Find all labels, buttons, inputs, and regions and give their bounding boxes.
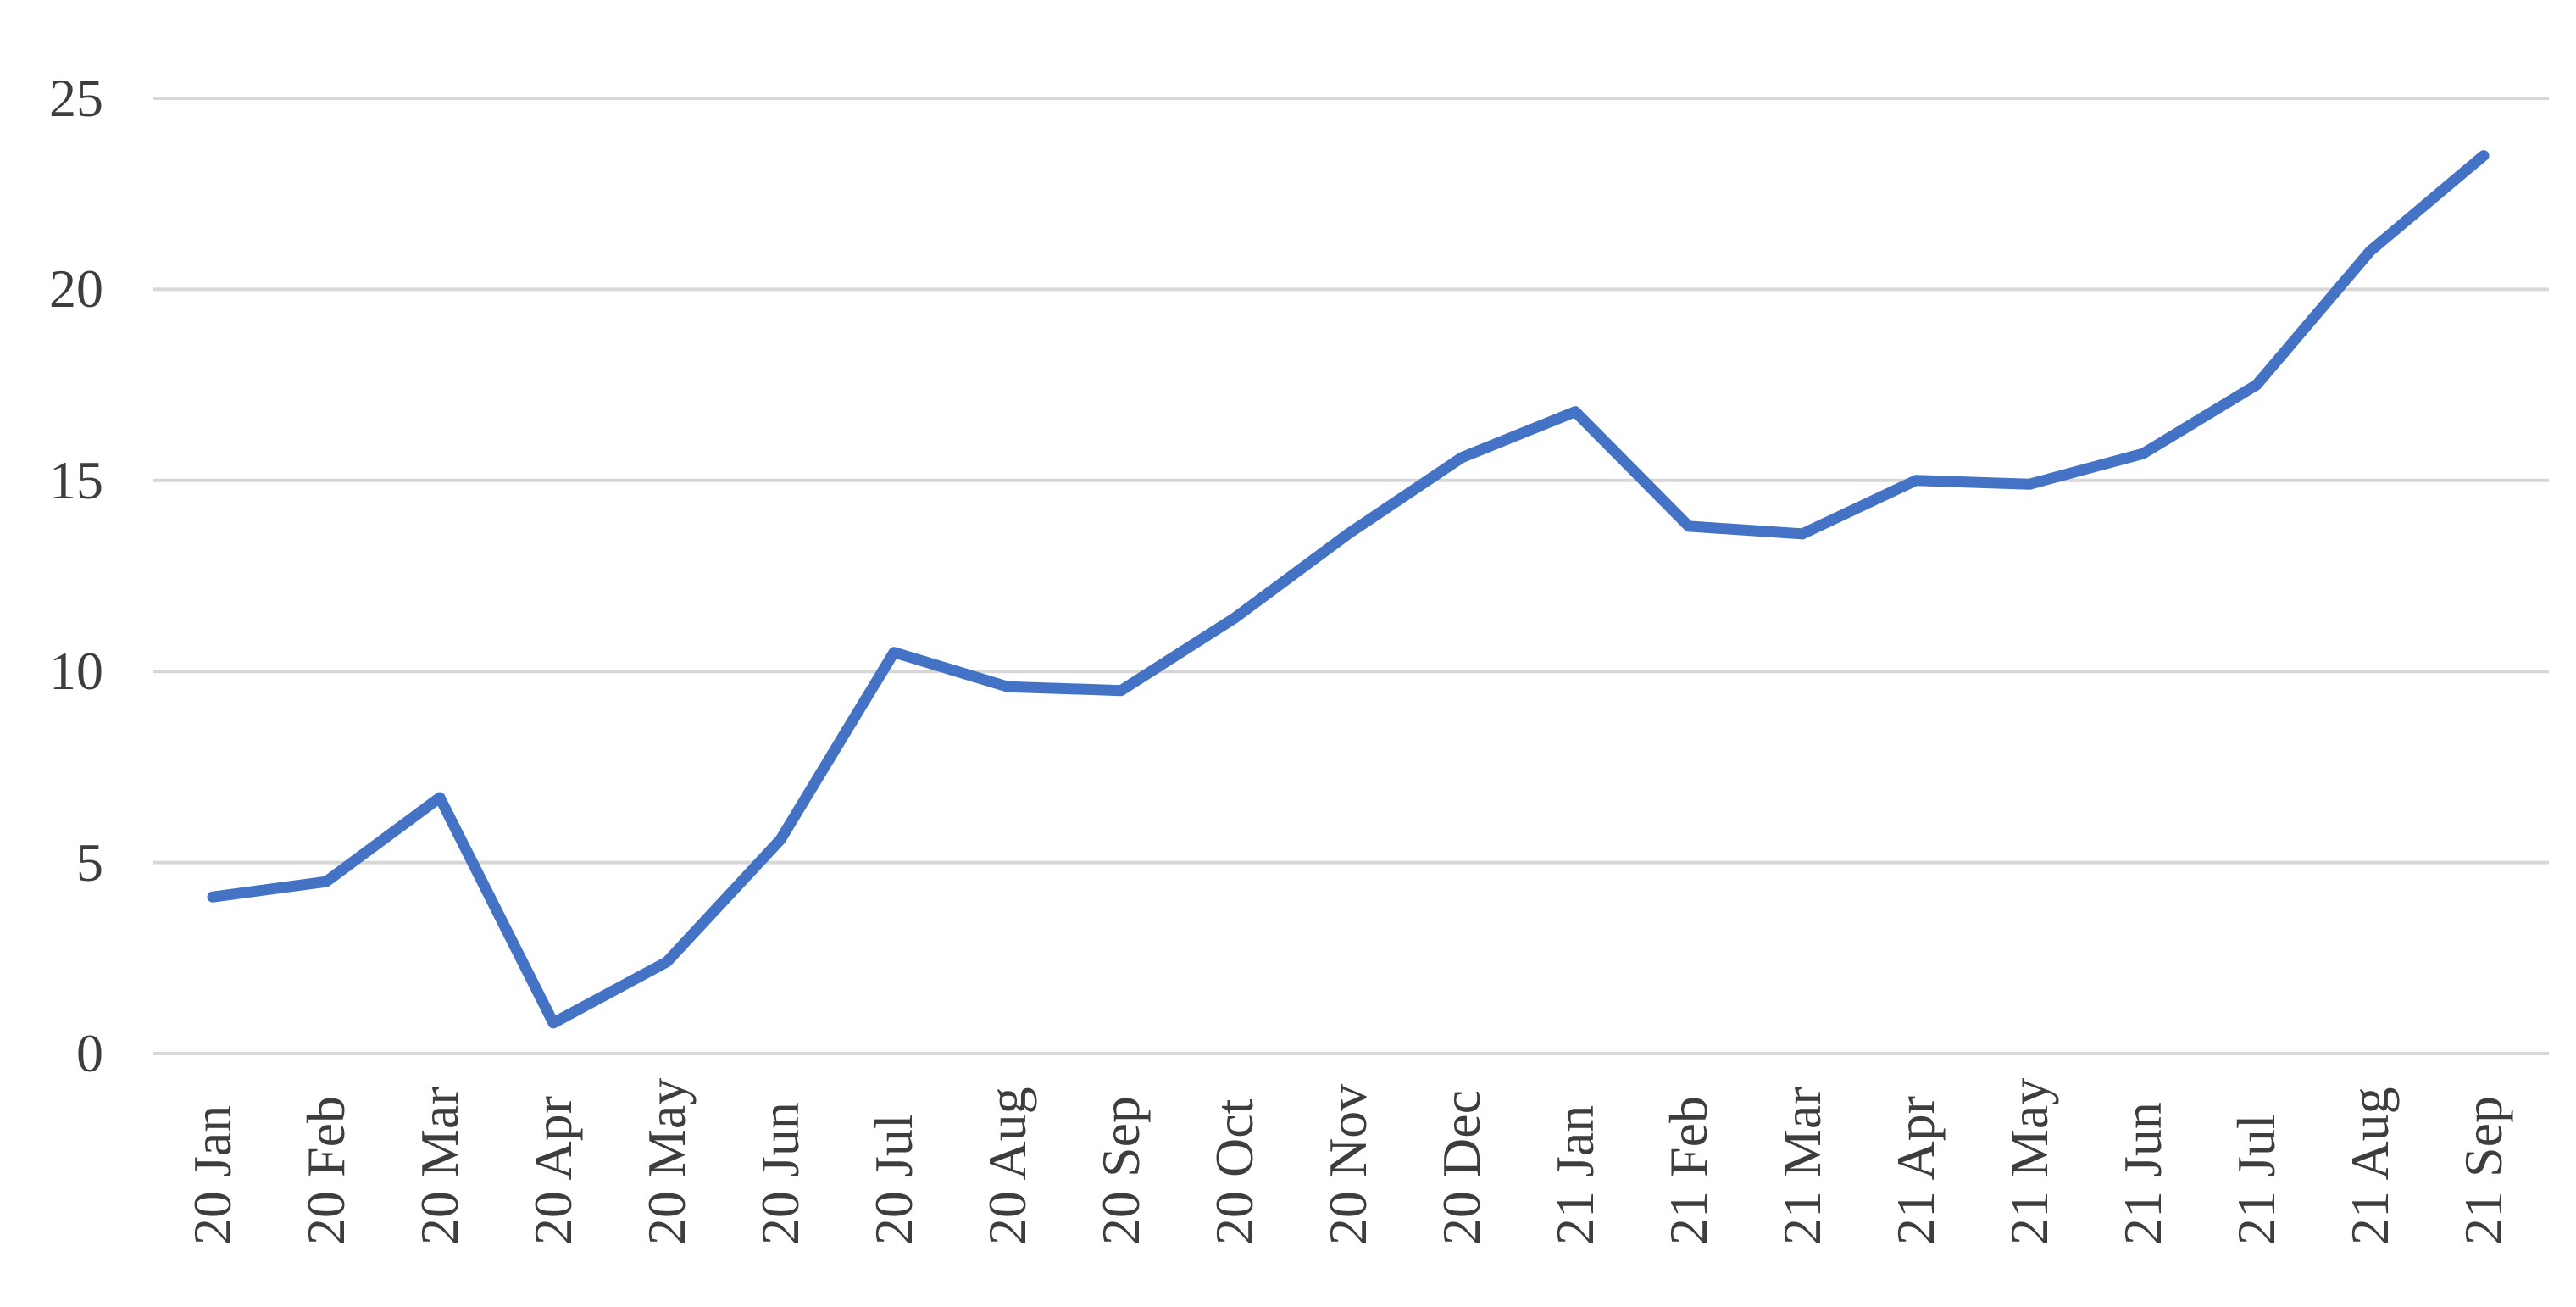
x-tick-label: 21 Aug bbox=[2340, 1087, 2400, 1245]
x-tick-label: 20 Apr bbox=[523, 1096, 583, 1245]
x-tick-label: 20 Aug bbox=[977, 1087, 1037, 1245]
x-tick-label: 20 Oct bbox=[1204, 1098, 1264, 1245]
x-tick-label: 21 Jan bbox=[1545, 1104, 1605, 1245]
y-tick-label: 15 bbox=[49, 449, 103, 510]
x-tick-label: 21 Sep bbox=[2453, 1096, 2513, 1245]
x-tick-label: 20 May bbox=[636, 1077, 697, 1245]
x-tick-label: 21 Jun bbox=[2112, 1102, 2173, 1245]
x-tick-label: 20 Nov bbox=[1318, 1083, 1378, 1245]
x-tick-label: 20 Mar bbox=[409, 1087, 469, 1245]
x-tick-label: 20 Jun bbox=[750, 1102, 810, 1245]
x-tick-label: 21 May bbox=[1999, 1077, 2059, 1245]
y-tick-label: 20 bbox=[49, 259, 103, 320]
y-tick-label: 5 bbox=[76, 831, 103, 893]
x-tick-label: 21 Apr bbox=[1885, 1096, 1946, 1245]
x-tick-label: 21 Mar bbox=[1772, 1087, 1832, 1245]
x-tick-label: 20 Sep bbox=[1091, 1096, 1151, 1245]
gridlines bbox=[153, 97, 2549, 1055]
x-tick-label: 21 Feb bbox=[1658, 1096, 1718, 1245]
x-tick-label: 21 Jul bbox=[2226, 1114, 2286, 1245]
x-tick-label: 20 Jan bbox=[182, 1104, 242, 1245]
y-tick-label: 25 bbox=[49, 68, 103, 128]
x-tick-label: 20 Feb bbox=[296, 1096, 356, 1245]
series-line bbox=[207, 150, 2490, 1029]
y-tick-label: 0 bbox=[76, 1023, 103, 1083]
x-tick-label: 20 Jul bbox=[863, 1114, 924, 1245]
x-tick-label: 20 Dec bbox=[1431, 1089, 1491, 1245]
y-tick-label: 10 bbox=[49, 641, 103, 702]
